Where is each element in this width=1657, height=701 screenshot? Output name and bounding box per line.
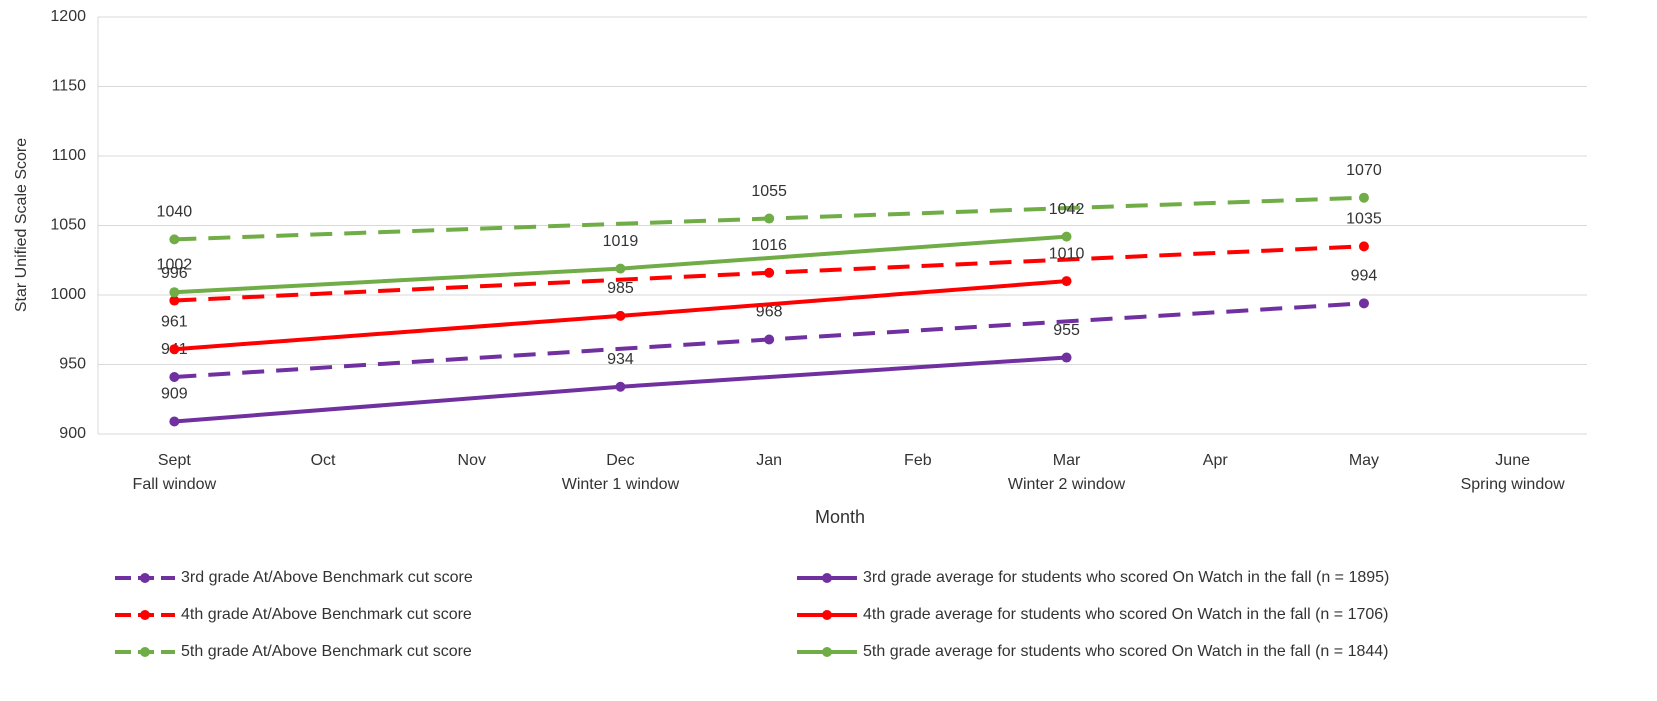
data-label: 1055	[751, 183, 787, 200]
y-tick-label: 900	[59, 425, 86, 442]
data-label: 1010	[1049, 245, 1085, 262]
legend-label: 4th grade average for students who score…	[863, 606, 1388, 623]
data-point	[1358, 192, 1369, 203]
data-label: 1035	[1346, 211, 1382, 228]
data-label: 985	[607, 280, 634, 297]
y-tick-label: 1150	[52, 78, 87, 95]
y-tick-label: 1200	[50, 8, 86, 25]
x-tick-label: Feb	[904, 452, 932, 469]
data-label: 994	[1351, 268, 1378, 285]
x-tick-label: Mar	[1053, 452, 1081, 469]
data-point	[169, 295, 180, 306]
data-point	[615, 263, 626, 274]
data-label: 1040	[157, 204, 193, 221]
legend-marker	[140, 647, 150, 657]
data-point	[1358, 241, 1369, 252]
x-tick-label: Dec	[606, 452, 634, 469]
data-point	[615, 310, 626, 321]
x-tick-label: Nov	[458, 452, 486, 469]
data-point	[169, 416, 180, 427]
data-label: 961	[161, 313, 188, 330]
data-point	[615, 381, 626, 392]
data-point	[764, 213, 775, 224]
y-tick-label: 950	[59, 356, 86, 373]
data-point	[764, 334, 775, 345]
legend-marker	[822, 573, 832, 583]
legend-label: 3rd grade average for students who score…	[863, 569, 1389, 586]
y-tick-label: 1100	[52, 147, 87, 164]
data-label: 955	[1053, 322, 1080, 339]
data-label: 909	[161, 386, 188, 403]
data-point	[169, 372, 180, 383]
data-point	[1061, 231, 1072, 242]
data-point	[1358, 298, 1369, 309]
data-label: 1002	[157, 256, 193, 273]
x-tick-sublabel: Fall window	[133, 476, 217, 493]
data-label: 996	[161, 265, 188, 282]
x-tick-label: Jan	[756, 452, 782, 469]
data-point	[764, 267, 775, 278]
x-tick-sublabel: Winter 1 window	[562, 476, 680, 493]
x-tick-label: June	[1495, 452, 1530, 469]
data-point	[1061, 352, 1072, 363]
data-point	[1061, 276, 1072, 287]
legend-marker	[822, 610, 832, 620]
legend-label: 4th grade At/Above Benchmark cut score	[181, 606, 472, 623]
x-tick-label: Oct	[311, 452, 336, 469]
data-label: 1070	[1346, 162, 1382, 179]
legend-label: 3rd grade At/Above Benchmark cut score	[181, 569, 473, 586]
x-axis-title: Month	[815, 507, 865, 527]
legend-marker	[822, 647, 832, 657]
data-label: 1042	[1049, 201, 1085, 218]
legend-marker	[140, 610, 150, 620]
data-label: 1016	[751, 237, 787, 254]
x-tick-label: May	[1349, 452, 1379, 469]
data-label: 968	[756, 304, 783, 321]
x-tick-sublabel: Spring window	[1461, 476, 1566, 493]
x-tick-label: Sept	[158, 452, 191, 469]
y-tick-label: 1050	[50, 217, 86, 234]
x-tick-label: Apr	[1203, 452, 1229, 469]
legend-label: 5th grade average for students who score…	[863, 643, 1388, 660]
data-point	[169, 344, 180, 355]
data-point	[169, 287, 180, 298]
legend-label: 5th grade At/Above Benchmark cut score	[181, 643, 472, 660]
y-axis-title: Star Unified Scale Score	[13, 138, 30, 312]
legend-marker	[140, 573, 150, 583]
data-label: 934	[607, 351, 634, 368]
data-label: 1019	[603, 233, 639, 250]
y-tick-label: 1000	[50, 286, 86, 303]
x-tick-sublabel: Winter 2 window	[1008, 476, 1126, 493]
data-point	[169, 234, 180, 245]
